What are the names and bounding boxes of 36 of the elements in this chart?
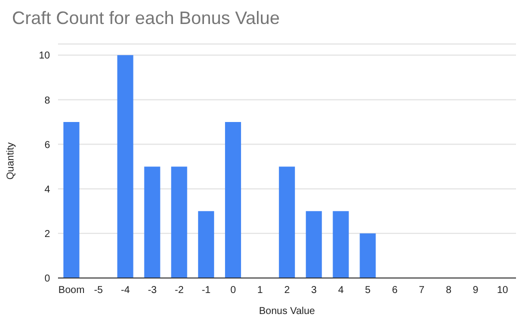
bar bbox=[306, 211, 322, 278]
bar bbox=[117, 55, 134, 278]
x-tick-label: -5 bbox=[94, 285, 104, 296]
y-tick-label: 6 bbox=[44, 140, 50, 151]
x-tick-label: 7 bbox=[418, 285, 425, 296]
x-tick-label: -3 bbox=[148, 285, 158, 296]
bar bbox=[144, 166, 160, 278]
x-tick-label: -1 bbox=[202, 285, 212, 296]
bar bbox=[171, 166, 188, 278]
x-tick-label: 9 bbox=[472, 285, 479, 296]
y-tick-label: 10 bbox=[38, 50, 50, 62]
x-tick-label: 10 bbox=[496, 285, 509, 296]
y-tick-label: 0 bbox=[44, 274, 50, 285]
y-tick-label: 8 bbox=[44, 95, 50, 106]
x-tick-label: -4 bbox=[120, 285, 130, 296]
x-tick-label: 1 bbox=[257, 285, 264, 296]
bar bbox=[332, 211, 349, 278]
x-tick-label: 6 bbox=[392, 285, 398, 296]
bar bbox=[198, 211, 214, 278]
y-tick-label: 2 bbox=[44, 228, 50, 240]
x-tick-label: 3 bbox=[311, 285, 318, 296]
x-tick-label: 4 bbox=[338, 285, 344, 296]
y-axis-title: Quantity bbox=[6, 142, 17, 180]
bar bbox=[360, 233, 376, 278]
x-tick-label: 2 bbox=[284, 285, 290, 296]
x-tick-label: -2 bbox=[174, 285, 184, 296]
bar bbox=[278, 166, 295, 278]
x-tick-label: Boom bbox=[58, 285, 85, 296]
x-tick-label: 0 bbox=[230, 285, 236, 296]
chart-title: Craft Count for each Bonus Value bbox=[12, 8, 280, 29]
y-tick-label: 4 bbox=[44, 184, 50, 196]
bar bbox=[63, 122, 80, 278]
bar bbox=[225, 122, 242, 278]
x-tick-label: 8 bbox=[446, 285, 452, 296]
x-tick-label: 5 bbox=[365, 285, 372, 296]
x-axis-title: Bonus Value bbox=[259, 306, 316, 317]
